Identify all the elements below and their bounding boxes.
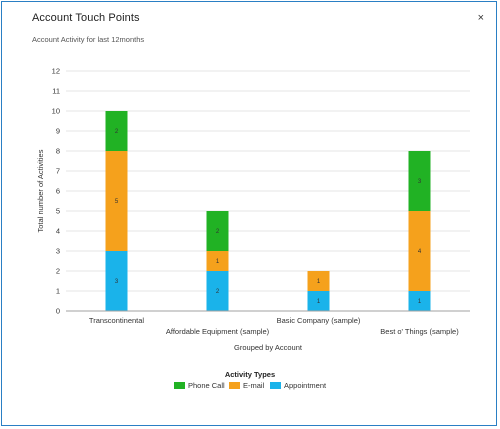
gridlines (66, 70, 470, 312)
bar-data-label: 5 (115, 199, 119, 205)
bar-data-label: 2 (216, 229, 220, 235)
x-tick-label: Basic Company (sample) (277, 316, 361, 325)
chart-subtitle: Account Activity for last 12months (32, 35, 145, 44)
bar-segment-e-mail[interactable] (206, 251, 229, 271)
x-axis-label: Grouped by Account (234, 343, 303, 352)
bar-segment-phone-call[interactable] (408, 151, 431, 211)
bar-segment-e-mail[interactable] (105, 151, 128, 251)
bar-data-label: 1 (418, 299, 422, 305)
y-tick-label: 9 (56, 127, 60, 136)
y-tick-label: 6 (56, 187, 60, 196)
bar-segment-phone-call[interactable] (206, 211, 229, 251)
bar-data-label: 3 (115, 279, 119, 285)
y-axis-label: Total number of Activities (36, 149, 45, 232)
close-icon[interactable]: × (477, 12, 484, 24)
bar-data-label: 1 (317, 279, 321, 285)
legend-swatch-phone-call (174, 382, 185, 389)
x-axis-ticks: Transcontinental Affordable Equipment (sa… (89, 316, 459, 336)
bar-data-label: 4 (418, 249, 422, 255)
legend-entry[interactable]: Phone Call (188, 381, 225, 390)
dialog-title: Account Touch Points (32, 12, 140, 24)
y-tick-label: 2 (56, 267, 60, 276)
bar-segment-appointment[interactable] (408, 291, 431, 311)
legend-swatch-e-mail (229, 382, 240, 389)
bar-data-label: 3 (418, 179, 422, 185)
legend-entry[interactable]: E-mail (243, 381, 265, 390)
bar-data-label: 1 (317, 299, 321, 305)
bar-segment-e-mail[interactable] (408, 211, 431, 291)
legend-title: Activity Types (225, 370, 275, 379)
y-tick-label: 3 (56, 247, 60, 256)
bar-segment-e-mail[interactable] (307, 271, 330, 291)
x-tick-label: Transcontinental (89, 316, 145, 325)
y-tick-label: 10 (52, 107, 60, 116)
bar-data-label: 1 (216, 259, 220, 265)
bar-segment-appointment[interactable] (206, 271, 229, 311)
bar-segment-phone-call[interactable] (105, 111, 128, 151)
bar-segment-appointment[interactable] (105, 251, 128, 311)
y-tick-label: 11 (52, 87, 60, 96)
bar-segment-appointment[interactable] (307, 291, 330, 311)
x-tick-label: Best o' Things (sample) (380, 327, 459, 336)
y-tick-label: 4 (56, 227, 60, 236)
y-tick-label: 0 (56, 307, 60, 316)
bar-data-label: 2 (115, 129, 119, 135)
bar-data-label: 2 (216, 289, 220, 295)
legend-swatch-appointment (270, 382, 281, 389)
y-tick-label: 8 (56, 147, 60, 156)
y-tick-label: 7 (56, 167, 60, 176)
x-tick-label: Affordable Equipment (sample) (166, 327, 270, 336)
y-tick-label: 12 (52, 67, 60, 76)
legend: Activity Types Phone Call E-mail Appointme… (174, 370, 327, 390)
bars: 3 5 2 2 1 2 1 1 1 4 3 (105, 111, 431, 311)
legend-entry[interactable]: Appointment (284, 381, 327, 390)
y-tick-label: 1 (56, 287, 60, 296)
y-tick-label: 5 (56, 207, 60, 216)
